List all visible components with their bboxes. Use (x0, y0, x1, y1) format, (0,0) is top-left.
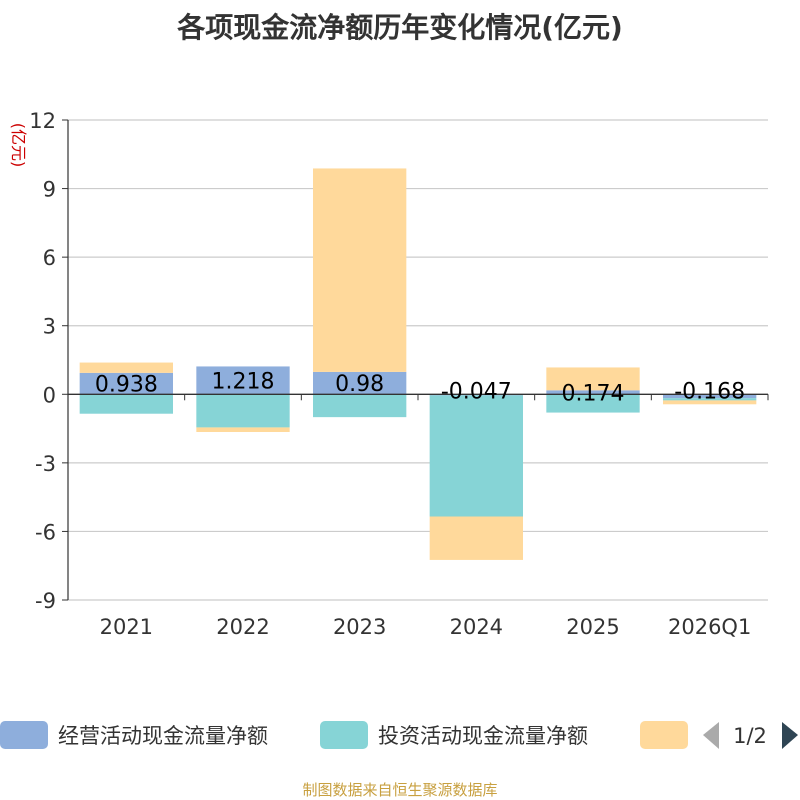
x-tick-label: 2025 (566, 615, 619, 639)
data-label: -0.047 (441, 379, 512, 404)
bar-series2-2021[interactable] (79, 394, 173, 414)
y-axis-label: (亿元) (9, 123, 28, 168)
x-tick-label: 2021 (100, 615, 153, 639)
y-tick-label: 3 (43, 315, 56, 339)
data-label: 0.98 (335, 372, 384, 397)
legend-next-icon[interactable] (782, 722, 798, 749)
x-tick-label: 2024 (450, 615, 503, 639)
bar-series1-2022[interactable] (196, 366, 290, 395)
y-tick-label: -3 (35, 452, 56, 476)
data-label: -0.168 (674, 379, 745, 404)
bar-series3-2026Q1[interactable] (663, 400, 757, 405)
x-tick-label: 2022 (216, 615, 269, 639)
legend-label[interactable]: 经营活动现金流量净额 (58, 724, 268, 748)
y-tick-label: 9 (43, 178, 56, 202)
bar-series2-2022[interactable] (196, 394, 290, 428)
legend-swatch[interactable] (640, 721, 688, 749)
bar-series3-2024[interactable] (429, 516, 523, 560)
bars-layer (79, 168, 757, 560)
legend-label[interactable]: 投资活动现金流量净额 (378, 724, 588, 748)
legend-swatch[interactable] (320, 721, 368, 749)
y-tick-label: 0 (43, 383, 56, 407)
y-tick-label: -6 (35, 520, 56, 544)
y-tick-label: 6 (43, 246, 56, 270)
bar-series2-2024[interactable] (429, 395, 523, 517)
bar-series2-2026Q1[interactable] (663, 398, 757, 401)
bar-series1-2023[interactable] (313, 371, 407, 395)
bar-series1-2026Q1[interactable] (663, 394, 757, 399)
legend-swatch[interactable] (0, 721, 48, 749)
bar-series2-2025[interactable] (546, 394, 640, 413)
legend-page-indicator: 1/2 (733, 724, 767, 748)
x-tick-label: 2023 (333, 615, 386, 639)
bar-series3-2025[interactable] (546, 367, 640, 391)
bar-series1-2021[interactable] (79, 372, 173, 395)
chart-title: 各项现金流净额历年变化情况(亿元) (176, 11, 623, 44)
legend-prev-icon[interactable] (703, 722, 719, 749)
legend: 经营活动现金流量净额 投资活动现金流量净额 1/2 (0, 721, 798, 749)
y-tick-label: 12 (29, 109, 56, 133)
bar-series1-2025[interactable] (546, 390, 640, 395)
y-tick-label: -9 (35, 589, 56, 613)
data-labels-layer: 0.938 1.218 0.98 -0.047 0.174 -0.168 (95, 369, 745, 406)
bar-series3-2022[interactable] (196, 427, 290, 432)
data-label: 1.218 (212, 369, 275, 394)
bar-series3-2021[interactable] (79, 362, 173, 373)
footer-source: 制图数据来自恒生聚源数据库 (302, 781, 497, 799)
grid-layer (68, 119, 768, 601)
x-tick-label: 2026Q1 (668, 615, 751, 639)
data-label: 0.938 (95, 373, 158, 398)
axis-layer: 12 9 6 3 0 -3 -6 -9 2021 2022 2023 2024 2025 2026Q1 (29, 109, 769, 639)
data-label: 0.174 (562, 381, 625, 406)
bar-series3-2023[interactable] (313, 168, 407, 372)
bar-series2-2023[interactable] (313, 394, 407, 418)
